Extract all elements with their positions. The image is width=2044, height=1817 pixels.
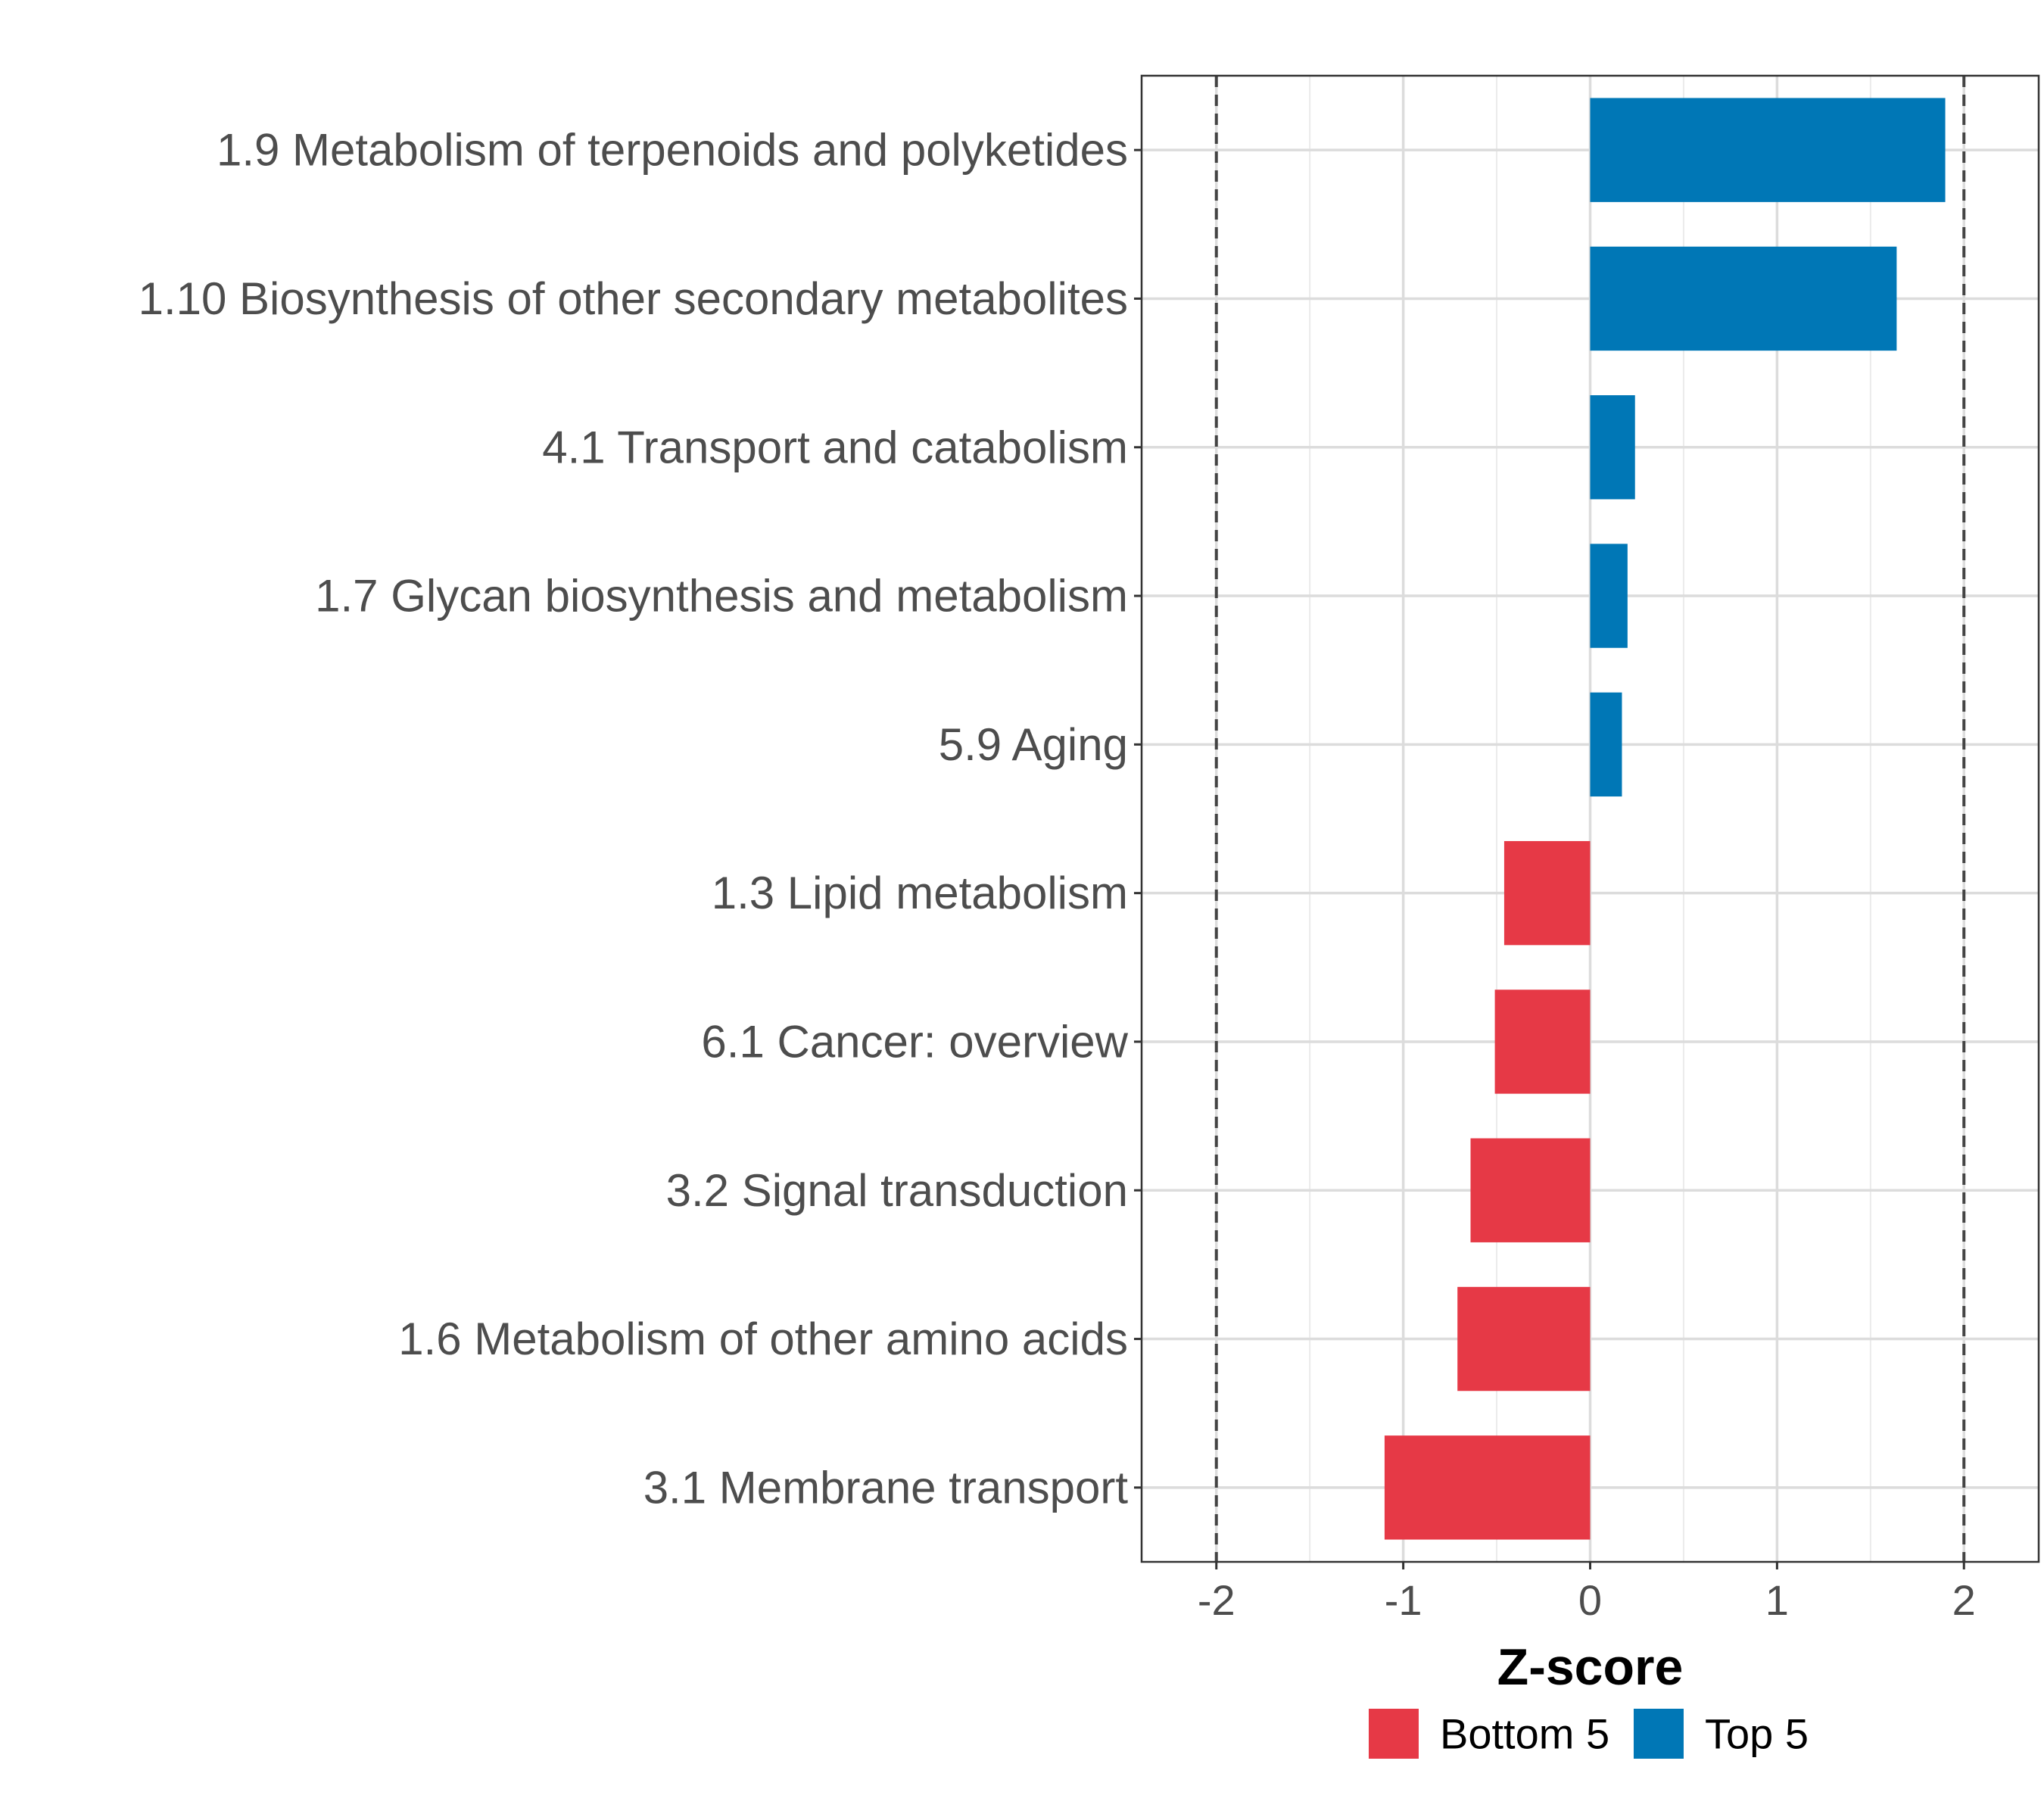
- category-label: 4.1 Transport and catabolism: [542, 422, 1128, 472]
- legend-swatch: [1369, 1709, 1419, 1759]
- x-axis: -2 -1 0 1 2: [1198, 1562, 1976, 1624]
- y-axis: 1.9 Metabolism of terpenoids and polyket…: [139, 125, 1142, 1513]
- legend-swatch: [1634, 1709, 1684, 1759]
- bar: [1494, 990, 1591, 1094]
- bar: [1590, 692, 1622, 797]
- category-label: 1.9 Metabolism of terpenoids and polyket…: [217, 125, 1128, 176]
- category-label: 1.10 Biosynthesis of other secondary met…: [139, 273, 1128, 324]
- x-axis-title: Z-score: [1497, 1638, 1684, 1696]
- bar: [1503, 840, 1591, 946]
- bar: [1590, 246, 1897, 351]
- category-label: 3.2 Signal transduction: [666, 1165, 1128, 1216]
- x-tick-label: 2: [1952, 1576, 1976, 1624]
- bar: [1590, 544, 1628, 648]
- category-label: 1.6 Metabolism of other amino acids: [398, 1314, 1128, 1364]
- category-label: 5.9 Aging: [939, 719, 1128, 770]
- bar: [1384, 1435, 1591, 1540]
- x-tick-label: 0: [1578, 1576, 1602, 1624]
- legend-label: Top 5: [1705, 1710, 1809, 1758]
- x-tick-label: 1: [1765, 1576, 1789, 1624]
- legend: Bottom 5 Top 5: [1369, 1709, 1809, 1759]
- category-label: 6.1 Cancer: overview: [701, 1016, 1128, 1067]
- bar: [1590, 98, 1946, 202]
- bars: [1384, 98, 1946, 1540]
- x-tick-label: -1: [1385, 1576, 1422, 1624]
- bar: [1457, 1286, 1591, 1392]
- bar: [1470, 1138, 1591, 1242]
- category-label: 1.7 Glycan biosynthesis and metabolism: [315, 571, 1128, 622]
- x-tick-label: -2: [1198, 1576, 1235, 1624]
- reference-lines: [1214, 76, 1966, 1562]
- category-label: 1.3 Lipid metabolism: [712, 868, 1128, 918]
- legend-label: Bottom 5: [1440, 1710, 1609, 1758]
- bar: [1590, 395, 1635, 500]
- category-label: 3.1 Membrane transport: [643, 1462, 1129, 1513]
